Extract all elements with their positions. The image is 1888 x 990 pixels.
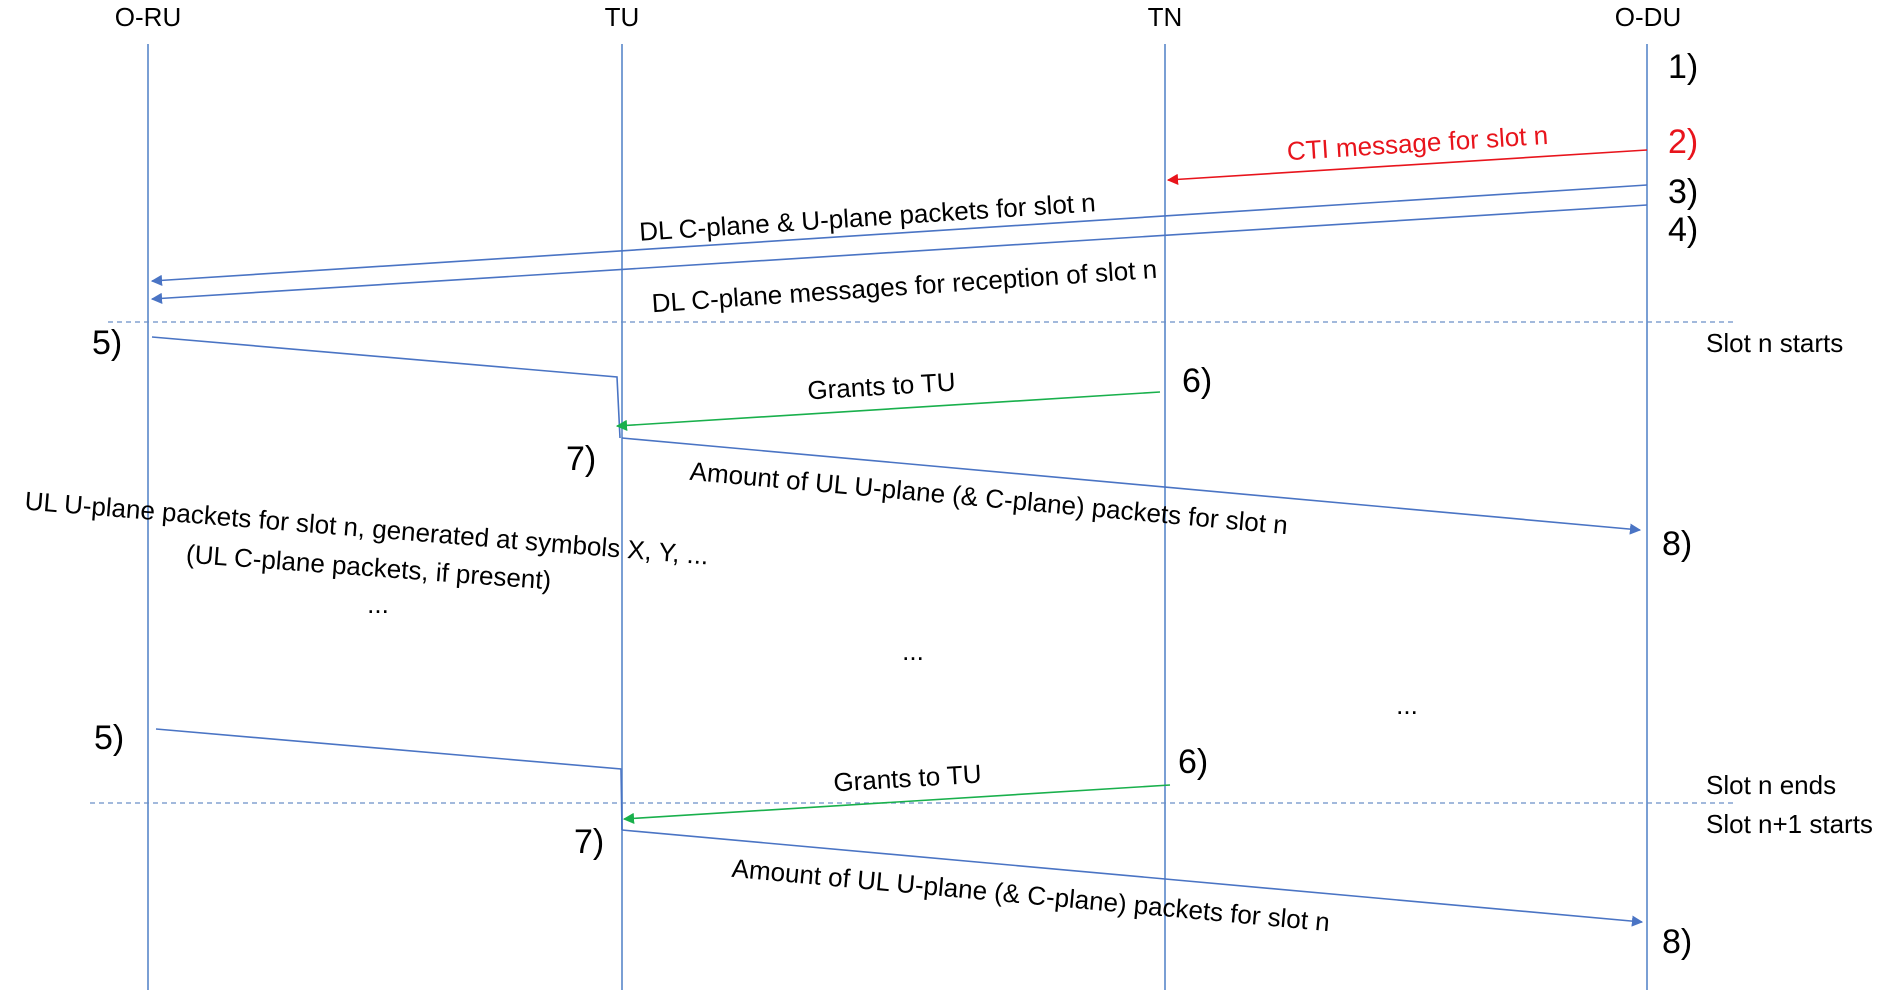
- step-2-label: 2): [1668, 123, 1698, 161]
- step-5-label-first: 5): [92, 324, 122, 362]
- step-6-label-second: 6): [1178, 743, 1208, 781]
- ul-generation-path-first: [151, 336, 621, 439]
- grants-label-first: Grants to TU: [806, 367, 956, 406]
- step-7-label-first: 7): [566, 440, 596, 478]
- step-8-label-first: 8): [1662, 525, 1692, 563]
- ellipsis-middle: ...: [902, 636, 924, 666]
- ul-generation-path-second: [155, 728, 623, 831]
- slot-n-ends-label: Slot n ends: [1706, 770, 1836, 800]
- lifeline-header-tu: TU: [605, 2, 640, 32]
- slot-n1-starts-label: Slot n+1 starts: [1706, 809, 1873, 839]
- dl-cu-plane-label: DL C-plane & U-plane packets for slot n: [638, 187, 1096, 246]
- ellipsis-right: ...: [1396, 690, 1418, 720]
- dl-c-plane-rx-arrow: [150, 204, 1648, 304]
- amount-arrow-second: [621, 829, 1644, 927]
- grants-arrow-first: [615, 391, 1161, 431]
- cti-message-arrow: [1166, 149, 1648, 185]
- step-1-label: 1): [1668, 48, 1698, 86]
- amount-arrow-first: [621, 437, 1642, 535]
- amount-label-second: Amount of UL U-plane (& C-plane) packets…: [731, 853, 1331, 937]
- step-4-label: 4): [1668, 211, 1698, 249]
- ellipsis-left: ...: [367, 589, 389, 619]
- amount-label-first: Amount of UL U-plane (& C-plane) packets…: [689, 456, 1289, 540]
- grants-label-second: Grants to TU: [832, 759, 982, 798]
- step-6-label-first: 6): [1182, 362, 1212, 400]
- step-3-label: 3): [1668, 173, 1698, 211]
- lifeline-header-oru: O-RU: [115, 2, 181, 32]
- slot-n-starts-label: Slot n starts: [1706, 328, 1843, 358]
- lifeline-header-odu: O-DU: [1615, 2, 1681, 32]
- step-5-label-second: 5): [94, 719, 124, 757]
- grants-arrow-second: [622, 784, 1171, 824]
- lifeline-header-tn: TN: [1148, 2, 1183, 32]
- dl-cu-plane-arrow: [150, 184, 1648, 286]
- step-7-label-second: 7): [574, 823, 604, 861]
- step-8-label-second: 8): [1662, 923, 1692, 961]
